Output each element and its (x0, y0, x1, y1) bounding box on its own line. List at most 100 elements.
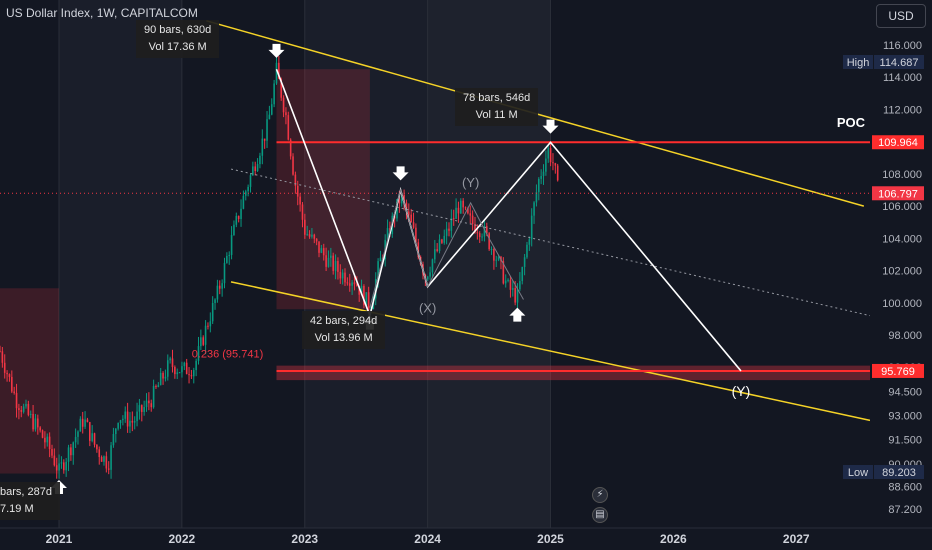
candle-body (266, 119, 268, 141)
flag-icon[interactable]: ▤ (592, 507, 608, 523)
candle-body (207, 325, 209, 327)
candle-body (145, 400, 148, 408)
candle-body (396, 199, 398, 219)
candle-body (478, 233, 481, 237)
candle-body (429, 272, 431, 277)
candle-body (124, 411, 127, 419)
candle-body (133, 421, 136, 423)
low-value: 89.203 (882, 467, 916, 479)
candle-body (488, 233, 490, 250)
candle-body (507, 279, 509, 281)
candle-body (315, 238, 318, 242)
candle-body (1, 351, 4, 363)
candle-body (485, 226, 488, 234)
target-zone (276, 365, 871, 381)
candle-body (162, 372, 164, 379)
candle-body (159, 372, 162, 386)
candle-body (247, 186, 249, 192)
target-price-badge: 95.769 (881, 366, 915, 378)
chart-title: US Dollar Index, 1W, CAPITALCOM (6, 6, 198, 20)
candle-body (20, 410, 23, 412)
currency-selector[interactable]: USD (876, 4, 926, 28)
channel-mid-line (230, 168, 871, 317)
candle-body (216, 285, 219, 300)
measure-line: Vol 13.96 M (314, 332, 373, 344)
low-label: Low (848, 467, 868, 479)
candle-body (443, 235, 446, 243)
candle-body (126, 411, 129, 427)
wave-label-y: (Y) (462, 175, 479, 190)
candle-body (299, 196, 301, 205)
candle-body (322, 248, 325, 256)
candle-body (431, 259, 434, 273)
candle-body (327, 257, 330, 267)
candle-body (226, 255, 228, 263)
time-tick-label: 2021 (46, 532, 73, 546)
candle-body (344, 272, 346, 283)
candle-body (450, 218, 453, 231)
price-tick-label: 108.000 (882, 169, 922, 181)
candle-body (441, 239, 443, 243)
candle-body (122, 418, 124, 421)
candle-body (91, 433, 93, 441)
background-layer (0, 0, 871, 528)
candle-body (278, 62, 280, 79)
candle-body (0, 351, 1, 353)
candle-body (476, 232, 479, 234)
channel-lower-line (230, 281, 871, 422)
candle-body (474, 224, 476, 233)
price-tick-label: 88.600 (888, 481, 922, 493)
arrow-down-icon (542, 119, 559, 134)
candle-body (410, 214, 412, 223)
measure-box-4: bars, 287d 7.19 M (0, 482, 60, 520)
candle-body (37, 418, 39, 428)
candle-body (15, 392, 18, 409)
candle-body (112, 434, 115, 446)
candle-body (509, 279, 512, 290)
candle-body (263, 138, 266, 141)
candle-body (445, 228, 448, 236)
candle-body (469, 213, 472, 216)
candle-body (72, 442, 75, 456)
candle-body (426, 276, 429, 280)
candle-body (287, 115, 290, 140)
current-price-badge-bg (872, 186, 924, 201)
candles (0, 55, 559, 479)
candle-body (100, 457, 103, 462)
candle-body (60, 462, 63, 464)
candle-body (337, 261, 339, 272)
candle-body (408, 211, 410, 215)
price-tick-label: 114.000 (883, 72, 922, 84)
candle-body (240, 208, 242, 219)
candle-body (273, 83, 275, 105)
price-axis-bg (870, 0, 932, 528)
year-band (58, 0, 182, 528)
candle-body (483, 226, 486, 237)
candle-body (358, 285, 360, 295)
lightning-icon[interactable]: ⚡ (592, 487, 608, 503)
candle-body (365, 292, 368, 306)
candle-body (556, 165, 559, 181)
candle-body (521, 266, 524, 282)
candle-body (29, 413, 32, 415)
candle-body (252, 166, 254, 176)
candle-body (403, 194, 405, 203)
candle-body (183, 362, 186, 367)
measure-line: 78 bars, 546d (463, 92, 531, 104)
candle-body (98, 449, 101, 458)
high-label-bg (843, 55, 873, 69)
candle-body (148, 400, 150, 404)
candle-body (22, 406, 25, 412)
candle-body (490, 249, 493, 251)
candle-body (25, 403, 27, 407)
candle-body (228, 254, 231, 256)
measure-line: 90 bars, 630d (144, 24, 212, 36)
candle-body (65, 461, 67, 471)
candle-body (88, 422, 91, 441)
candle-body (53, 455, 56, 466)
candle-body (547, 148, 550, 159)
candle-body (367, 292, 370, 311)
candle-body (223, 262, 226, 284)
candle-body (554, 163, 557, 166)
